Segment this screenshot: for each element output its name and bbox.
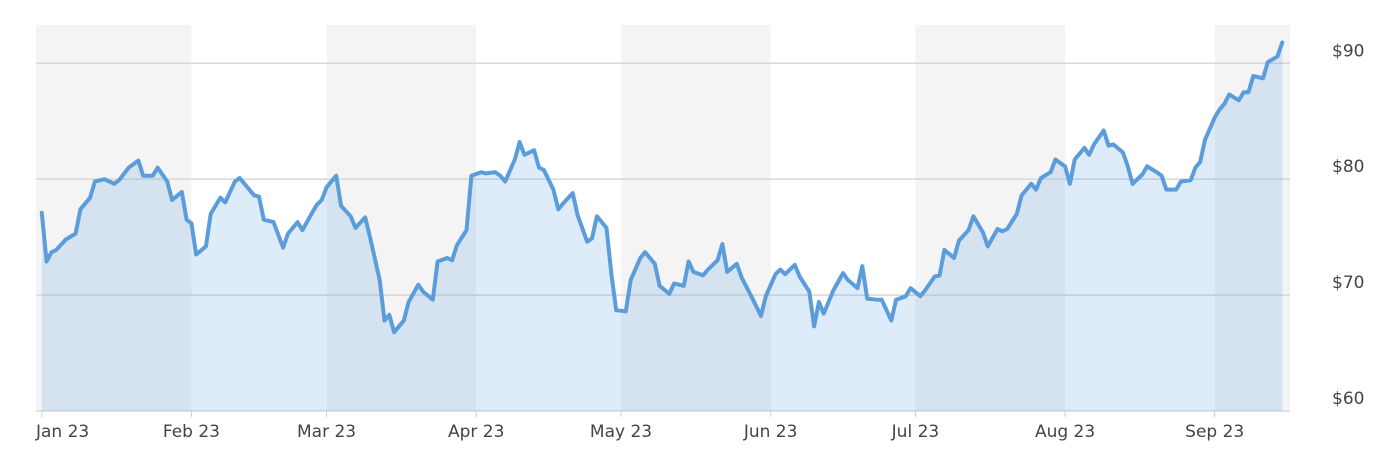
x-tick-label: Jan 23 xyxy=(35,422,89,442)
area xyxy=(41,42,1283,412)
x-tick-label: Jun 23 xyxy=(743,422,798,442)
y-tick-label: $90 xyxy=(1332,41,1364,61)
x-tick-label: Mar 23 xyxy=(297,422,356,442)
plot xyxy=(39,40,1285,412)
y-tick-label: $70 xyxy=(1332,273,1364,293)
month-band xyxy=(1214,25,1290,411)
bands xyxy=(36,25,1290,411)
month-band xyxy=(621,25,771,411)
x-tick-label: Feb 23 xyxy=(163,422,220,442)
month-band xyxy=(915,25,1066,411)
x-tick-label: Sep 23 xyxy=(1185,422,1244,442)
x-tick-label: Jul 23 xyxy=(891,422,940,442)
x-tick-label: May 23 xyxy=(590,422,652,442)
x-tick-label: Aug 23 xyxy=(1035,422,1095,442)
x-tick-label: Apr 23 xyxy=(448,422,504,442)
month-band xyxy=(36,25,192,411)
y-tick-label: $80 xyxy=(1332,157,1364,177)
line xyxy=(39,40,1285,335)
y-tick-label: $60 xyxy=(1332,389,1364,409)
grid xyxy=(36,62,1290,417)
labels: $60 $70 $80 $90 Jan 23 Feb 23 Mar 23 Apr 23 May … xyxy=(35,41,1364,442)
